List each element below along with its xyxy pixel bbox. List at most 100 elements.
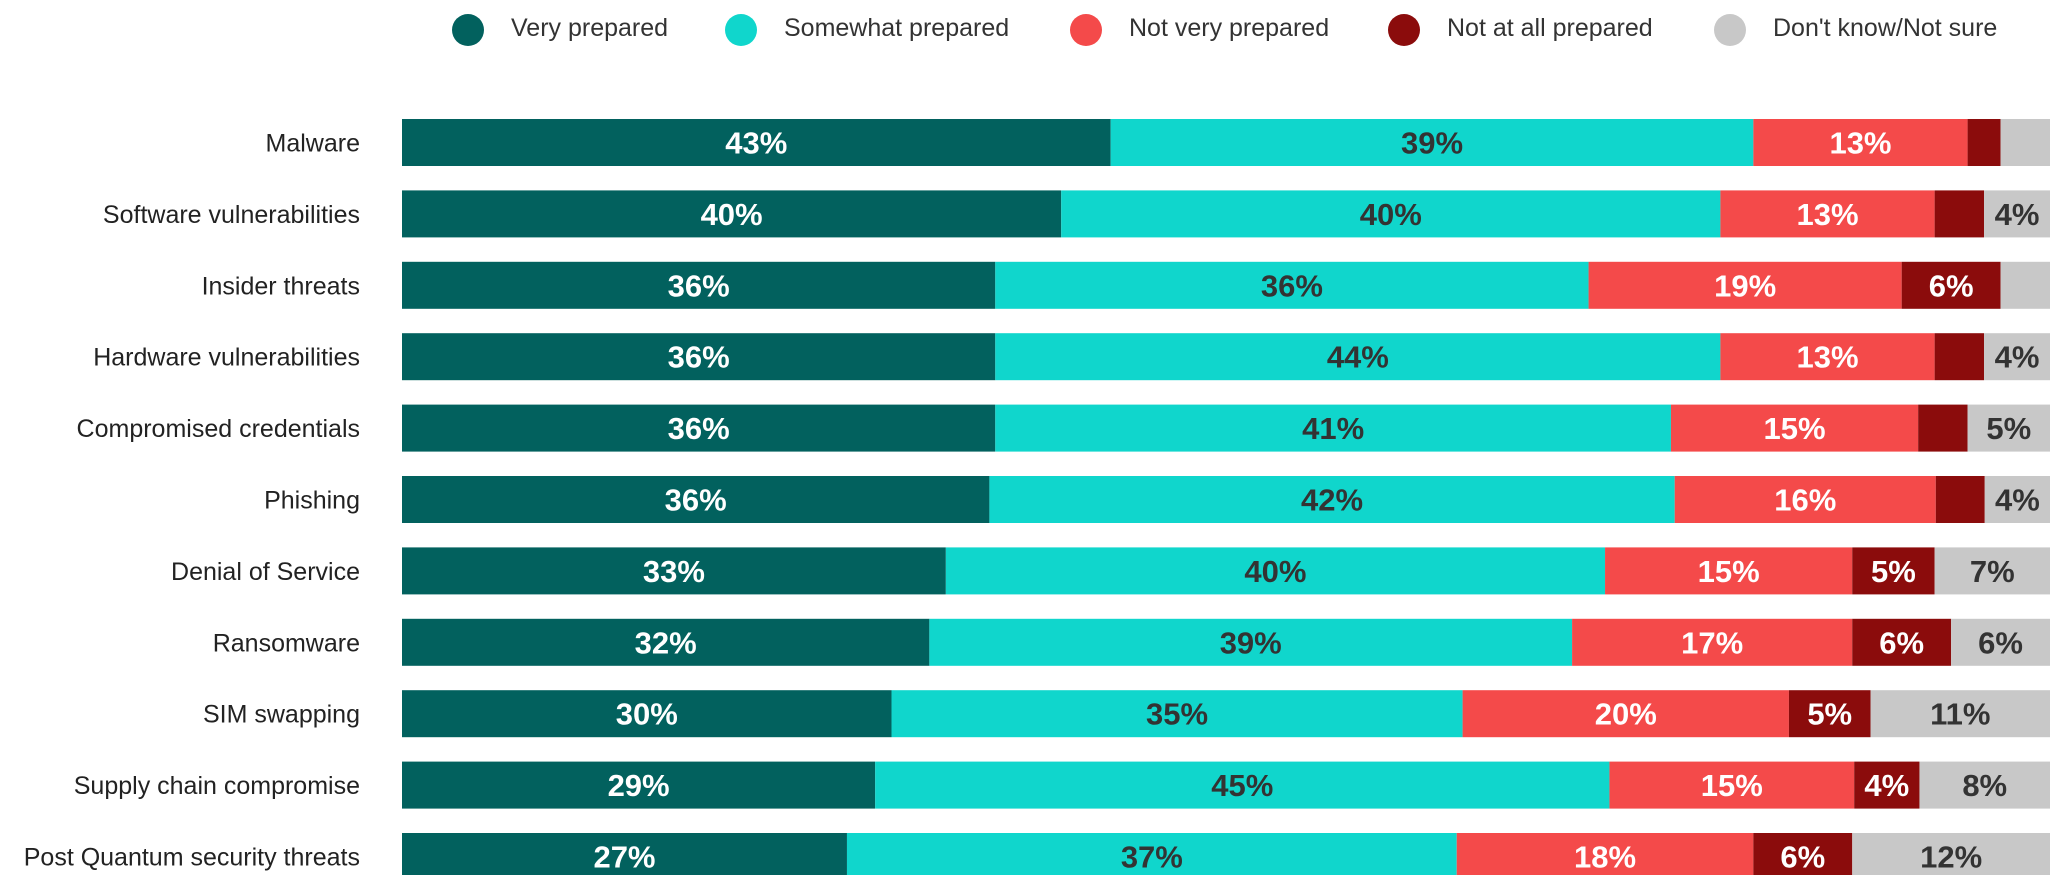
category-label: Compromised credentials (77, 415, 360, 443)
bar-segment (402, 476, 990, 523)
bar-segment (1753, 833, 1853, 875)
data-label: 32% (635, 625, 697, 660)
data-label: 16% (1774, 483, 1836, 518)
bar-segment (1572, 618, 1853, 666)
bar-segment (1951, 618, 2050, 666)
data-label: 19% (1714, 268, 1776, 303)
bar-segment (402, 261, 996, 309)
bar-row: 27% 37% 18% 6% 12% (402, 833, 2050, 875)
bar-row: 36% 42% 16% 4% (402, 476, 2050, 523)
data-label: 40% (1244, 554, 1306, 589)
category-label: Post Quantum security threats (24, 844, 360, 872)
bar-segment (995, 261, 1589, 309)
data-label: 4% (1995, 483, 2040, 518)
bar-segment (402, 119, 1111, 166)
data-label: 7% (1970, 554, 2015, 589)
bar-segment (2000, 261, 2050, 309)
bar-segment (995, 333, 1721, 381)
data-label: 17% (1681, 625, 1743, 660)
data-label: 18% (1574, 840, 1636, 875)
bar-segment (1852, 833, 2050, 875)
data-label: 27% (593, 840, 655, 875)
data-label: 42% (1301, 483, 1363, 518)
bar-segment (875, 761, 1610, 809)
data-label: 40% (1360, 197, 1422, 232)
category-label: Phishing (264, 487, 360, 515)
data-label: 5% (1807, 697, 1852, 732)
bar-segment (1588, 261, 1902, 309)
data-label: 15% (1764, 411, 1826, 446)
category-labels: Malware Software vulnerabilities Insider t… (24, 130, 360, 872)
bar-row: 36% 36% 19% 6% (402, 261, 2050, 309)
category-label: Insider threats (202, 272, 360, 300)
bar-segment (1934, 547, 2050, 595)
data-label: 6% (1780, 840, 1825, 875)
bar-segment (1609, 761, 1855, 809)
legend-label-not-very-prepared: Not very prepared (1129, 14, 1329, 42)
bar-segment (1061, 190, 1721, 238)
data-label: 6% (1879, 625, 1924, 660)
data-label: 43% (725, 126, 787, 161)
data-label: 33% (643, 554, 705, 589)
bar-segment (402, 404, 996, 452)
bar-row: 43% 39% 13% (402, 119, 2050, 166)
data-label: 36% (668, 268, 730, 303)
bar-segment (1984, 476, 2050, 523)
category-label: Ransomware (213, 629, 360, 657)
data-label: 15% (1701, 768, 1763, 803)
bar-segment (1854, 761, 1920, 809)
bar-segment (1967, 119, 2001, 166)
bar-row: 30% 35% 20% 5% 11% (402, 690, 2050, 738)
data-label: 35% (1146, 697, 1208, 732)
bar-segment (402, 833, 847, 875)
data-label: 12% (1920, 840, 1982, 875)
data-label: 36% (1261, 268, 1323, 303)
bar-segment (995, 404, 1671, 452)
data-label: 5% (1986, 411, 2031, 446)
bar-segment (402, 618, 930, 666)
data-label: 6% (1978, 625, 2023, 660)
bar-row: 29% 45% 15% 4% 8% (402, 761, 2050, 809)
bar-row: 40% 40% 13% 4% (402, 190, 2050, 238)
data-label: 4% (1995, 340, 2040, 375)
data-label: 41% (1302, 411, 1364, 446)
bar-segment (402, 333, 996, 381)
bar-segment (402, 190, 1062, 238)
bar-segment (1918, 404, 1968, 452)
data-label: 29% (608, 768, 670, 803)
bar-row: 36% 41% 15% 5% (402, 404, 2050, 452)
category-label: SIM swapping (203, 701, 360, 729)
bar-segment (945, 547, 1606, 595)
bar-segment (1934, 333, 1985, 381)
legend-label-don-t-know-not-sure: Don't know/Not sure (1773, 14, 1997, 42)
legend-label-not-at-all-prepared: Not at all prepared (1447, 14, 1653, 42)
bar-row: 32% 39% 17% 6% 6% (402, 618, 2050, 666)
category-label: Hardware vulnerabilities (93, 344, 360, 372)
data-label: 36% (668, 340, 730, 375)
legend-marker-somewhat-prepared (725, 14, 757, 46)
bar-segment (1674, 476, 1936, 523)
bar-segment (1670, 404, 1919, 452)
bar-segment (1901, 261, 2001, 309)
data-label: 36% (668, 411, 730, 446)
bar-row: 36% 44% 13% 4% (402, 333, 2050, 381)
legend-marker-not-very-prepared (1070, 14, 1102, 46)
data-label: 39% (1220, 625, 1282, 660)
bar-segment (2000, 119, 2050, 166)
data-label: 30% (616, 697, 678, 732)
bar-segment (846, 833, 1457, 875)
legend-marker-very-prepared (452, 14, 484, 46)
data-label: 15% (1698, 554, 1760, 589)
data-label: 40% (701, 197, 763, 232)
bar-segment (1935, 476, 1985, 523)
bar-segment (1967, 404, 2050, 452)
bar-segment (1788, 690, 1871, 738)
data-label: 20% (1595, 697, 1657, 732)
data-label: 6% (1929, 268, 1974, 303)
data-label: 5% (1871, 554, 1916, 589)
bar-segment (1720, 333, 1935, 381)
data-label: 4% (1995, 197, 2040, 232)
category-label: Malware (266, 130, 360, 158)
bar-segment (1852, 547, 1935, 595)
